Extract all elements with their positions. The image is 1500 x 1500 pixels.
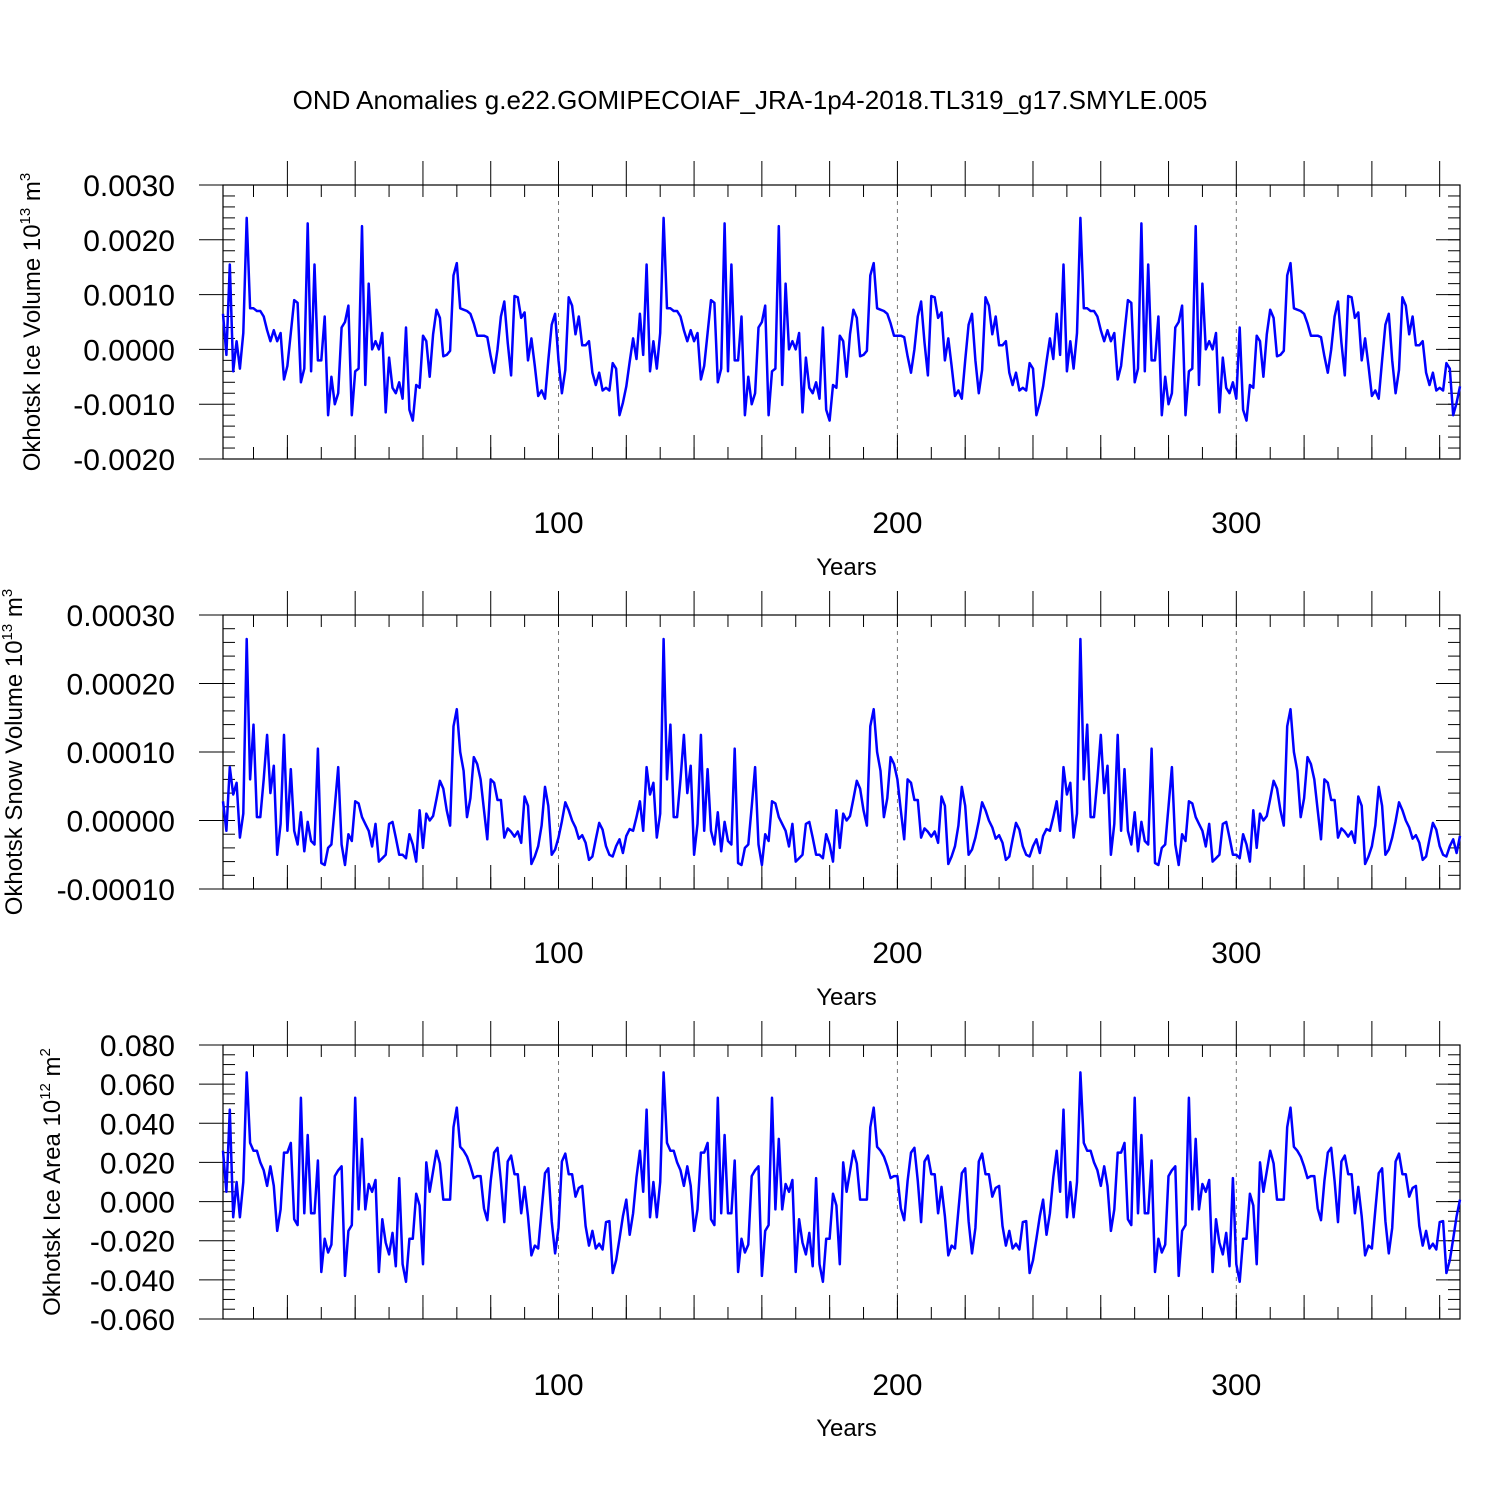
y-tick-label: 0.00030 xyxy=(67,600,175,633)
x-axis-label: Years xyxy=(816,554,877,581)
ice-area-series-line xyxy=(221,1071,1462,1284)
y-tick-label: -0.020 xyxy=(90,1226,175,1259)
x-axis-label: Years xyxy=(816,984,877,1011)
x-tick-label: 100 xyxy=(533,507,583,540)
y-tick-label: 0.0020 xyxy=(83,225,175,258)
x-tick-label: 100 xyxy=(533,1369,583,1402)
ice-volume-panel: -0.0020 -0.0010 0.0000 0.0010 0.0020 0.0030 10… xyxy=(17,161,1462,581)
x-tick-label: 200 xyxy=(872,937,922,970)
y-tick-label: -0.0010 xyxy=(73,389,175,422)
figure-title: OND Anomalies g.e22.GOMIPECOIAF_JRA-1p4-… xyxy=(293,85,1208,115)
y-axis-label-text: m xyxy=(1,597,28,624)
snow-volume-series-line xyxy=(221,637,1462,867)
y-tick-label: -0.060 xyxy=(90,1304,175,1337)
y-tick-label: 0.00000 xyxy=(67,806,175,839)
y-tick-label: 0.020 xyxy=(100,1147,175,1180)
y-tick-label: 0.080 xyxy=(100,1030,175,1063)
y-tick-label: 0.040 xyxy=(100,1108,175,1141)
ice-area-panel: -0.060 -0.040 -0.020 0.000 0.020 0.040 0.060 0.… xyxy=(37,1021,1462,1442)
y-axis-label-superscript: 2 xyxy=(37,1048,54,1056)
y-axis-label-text: Okhotsk Ice Area 10 xyxy=(39,1100,66,1316)
x-tick-label: 200 xyxy=(872,507,922,540)
x-tick-label: 300 xyxy=(1211,1369,1261,1402)
y-axis-label: Okhotsk Ice Area 1012 m2 xyxy=(37,1048,66,1316)
y-tick-label: -0.040 xyxy=(90,1265,175,1298)
y-axis-label-text: m xyxy=(19,181,46,208)
ice-volume-series-line xyxy=(221,216,1462,422)
y-axis-label: Okhotsk Ice Volume 1013 m3 xyxy=(17,173,46,472)
y-tick-label: 0.00010 xyxy=(67,737,175,770)
y-axis-label-text: m xyxy=(39,1056,66,1083)
snow-volume-panel: -0.00010 0.00000 0.00010 0.00020 0.00030 100 2… xyxy=(0,589,1462,1011)
y-tick-label: 0.0010 xyxy=(83,280,175,313)
x-axis-label: Years xyxy=(816,1415,877,1442)
y-tick-label: 0.000 xyxy=(100,1187,175,1220)
y-tick-label: -0.00010 xyxy=(57,874,175,907)
x-tick-label: 200 xyxy=(872,1369,922,1402)
y-axis-label-superscript: 12 xyxy=(37,1083,54,1100)
x-tick-label: 300 xyxy=(1211,507,1261,540)
ice-area-plot-frame xyxy=(222,1044,1461,1320)
y-tick-label: -0.0020 xyxy=(73,444,175,477)
y-axis-label-superscript: 3 xyxy=(17,173,34,181)
y-axis-label: Okhotsk Snow Volume 1013 m3 xyxy=(0,589,28,916)
y-tick-label: 0.00020 xyxy=(67,669,175,702)
y-tick-label: 0.0000 xyxy=(83,334,175,367)
y-axis-label-superscript: 13 xyxy=(17,208,34,225)
y-axis-label-superscript: 13 xyxy=(0,624,16,641)
y-tick-label: 0.060 xyxy=(100,1069,175,1102)
x-tick-label: 300 xyxy=(1211,937,1261,970)
x-tick-label: 100 xyxy=(533,937,583,970)
y-tick-label: 0.0030 xyxy=(83,170,175,203)
snow-volume-plot-frame xyxy=(222,614,1461,890)
y-axis-label-text: Okhotsk Ice Volume 10 xyxy=(19,224,46,471)
y-axis-label-superscript: 3 xyxy=(0,589,16,597)
y-axis-label-text: Okhotsk Snow Volume 10 xyxy=(1,640,28,915)
